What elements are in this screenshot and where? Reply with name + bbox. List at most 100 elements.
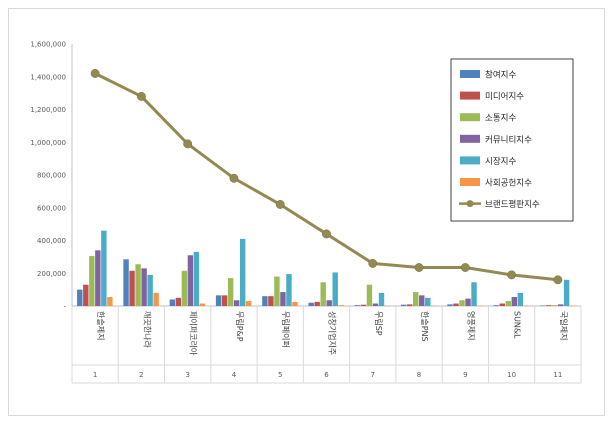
bar [471, 282, 477, 306]
line-point [368, 258, 378, 268]
bar [517, 292, 524, 306]
index-label: 11 [553, 371, 562, 379]
bar [557, 304, 564, 306]
index-label: 4 [232, 371, 237, 379]
bar [378, 292, 385, 306]
category-label: 성창기업지주 [328, 311, 337, 355]
bar [354, 305, 361, 306]
brand-reputation-chart: - 200,000 400,000 600,000 800,000 1,000,000 1,… [30, 41, 582, 384]
bar [493, 305, 499, 306]
bar [193, 251, 200, 306]
bar [425, 297, 431, 306]
legend-swatch [460, 113, 480, 122]
legend-label: 미디어지수 [485, 91, 524, 102]
index-label: 7 [371, 371, 375, 379]
bar [153, 292, 159, 306]
bar [523, 305, 530, 307]
index-label: 8 [417, 371, 421, 379]
bar [292, 301, 298, 306]
bar [431, 305, 437, 307]
index-label: 5 [278, 371, 282, 379]
legend-line-marker [466, 200, 474, 208]
category-label: 깨끗한나라 [142, 311, 152, 348]
index-label: 6 [324, 371, 329, 379]
line-point [507, 270, 517, 280]
y-tick-label: 1,600,000 [30, 41, 66, 49]
bar [551, 305, 558, 306]
y-tick-label: 1,400,000 [30, 73, 66, 81]
chart-frame: - 200,000 400,000 600,000 800,000 1,000,000 1,… [8, 8, 605, 416]
bar [169, 299, 176, 306]
line-point [460, 263, 470, 272]
bar [141, 268, 147, 306]
bar [175, 297, 182, 306]
bar [372, 303, 379, 306]
line-point [229, 173, 239, 183]
y-tick-label: 600,000 [37, 204, 66, 212]
bar [505, 301, 511, 306]
bar [215, 295, 222, 306]
legend-label: 시장지수 [485, 156, 516, 167]
category-label: SUN&L [513, 311, 522, 339]
category-label: 한솔제지 [96, 311, 105, 340]
bar [107, 296, 113, 306]
y-tick-label: 1,200,000 [30, 106, 66, 114]
bar [453, 303, 459, 306]
bar [314, 301, 320, 306]
legend-label: 소통지수 [485, 114, 516, 124]
y-tick-label: 200,000 [37, 270, 66, 278]
bar [563, 279, 570, 306]
category-label: 한솔PNS [420, 311, 429, 342]
category-label: 국일제지 [559, 311, 568, 340]
bar [326, 300, 332, 306]
bar [400, 304, 407, 306]
bar [545, 305, 552, 306]
legend-swatch [460, 134, 480, 143]
bar [83, 284, 89, 306]
bar [77, 289, 83, 306]
category-label: 영풍제지 [466, 311, 476, 340]
bar [419, 295, 425, 306]
bar [413, 292, 419, 306]
legend-label: 사회공헌지수 [485, 179, 532, 189]
y-tick-label: 800,000 [37, 172, 66, 180]
bar [308, 302, 314, 306]
line-point [183, 139, 193, 149]
line-point [275, 200, 285, 209]
legend-label: 참여지수 [485, 70, 516, 81]
bar [101, 230, 107, 306]
bar [407, 304, 413, 306]
bar [239, 238, 246, 306]
bar [286, 274, 292, 306]
y-tick-label: 1,000,000 [30, 139, 66, 147]
bar [274, 276, 280, 306]
bar [233, 300, 240, 306]
bar [95, 250, 101, 306]
bar [187, 255, 194, 306]
bar [199, 303, 206, 306]
bar [262, 296, 268, 306]
line-point [90, 69, 100, 78]
legend-label: 브랜드평판지수 [485, 199, 540, 210]
bar [89, 256, 95, 306]
bar [338, 305, 344, 306]
bar [366, 284, 373, 306]
bar [511, 296, 518, 306]
bar [539, 305, 546, 307]
legend-swatch [460, 70, 480, 78]
y-tick-label: - [63, 303, 66, 311]
bar [181, 270, 188, 306]
line-point [136, 91, 146, 101]
index-label: 3 [185, 371, 189, 379]
bar [221, 295, 228, 306]
legend-swatch [460, 156, 480, 165]
line-point [414, 263, 424, 272]
bar [135, 264, 141, 306]
bar [447, 304, 453, 306]
bar [280, 292, 286, 306]
line-point [322, 229, 331, 239]
bar [129, 270, 135, 306]
bar [332, 272, 338, 306]
bar [245, 301, 252, 306]
bar [569, 305, 576, 307]
